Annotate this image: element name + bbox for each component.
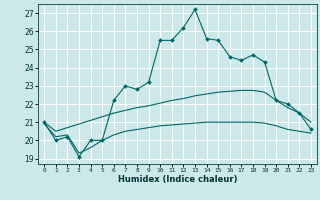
X-axis label: Humidex (Indice chaleur): Humidex (Indice chaleur): [118, 175, 237, 184]
